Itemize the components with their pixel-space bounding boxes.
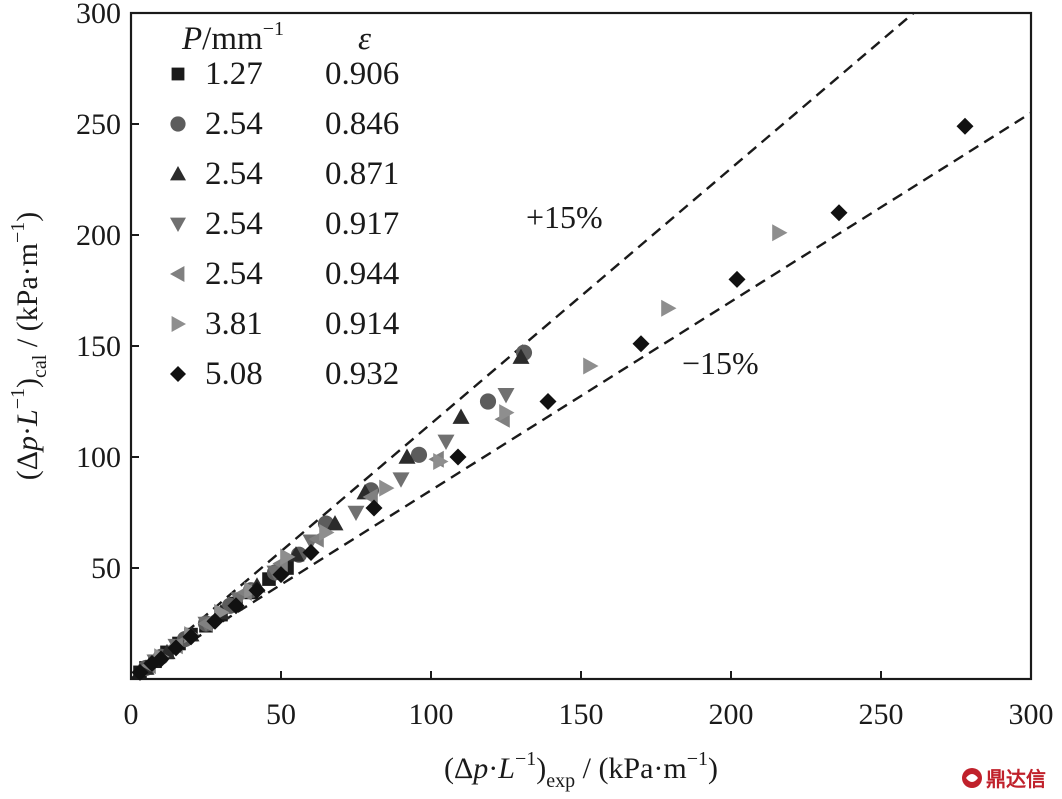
data-point-diamond bbox=[365, 499, 383, 517]
legend-p-value: 2.54 bbox=[205, 106, 263, 142]
data-points bbox=[131, 117, 974, 681]
data-point-triangle-right bbox=[499, 404, 515, 422]
legend-eps-value: 0.944 bbox=[325, 256, 399, 292]
data-point-diamond bbox=[539, 393, 557, 410]
watermark-text: 鼎达信 bbox=[986, 767, 1046, 791]
legend-header-eps: ε bbox=[358, 21, 371, 57]
data-point-triangle-up bbox=[452, 408, 470, 424]
y-axis-title: (Δp·L−1)cal / (kPa·m−1) bbox=[7, 212, 51, 481]
data-point-diamond bbox=[167, 639, 185, 657]
legend-marker-circle bbox=[170, 116, 186, 132]
data-point-triangle-up bbox=[512, 348, 530, 364]
y-tick-label: 250 bbox=[76, 108, 121, 141]
data-point-triangle-down bbox=[437, 434, 455, 450]
legend-p-value: 3.81 bbox=[205, 306, 263, 342]
legend-p-value: 2.54 bbox=[205, 206, 263, 242]
y-tick-label: 300 bbox=[76, 0, 121, 30]
x-axis-title: (Δp·L−1)exp / (kPa·m−1) bbox=[444, 748, 718, 792]
ref-label-minus15: −15% bbox=[682, 345, 759, 381]
data-point-diamond bbox=[830, 204, 848, 222]
legend-marker-triangle-up bbox=[170, 166, 186, 181]
data-point-diamond bbox=[449, 448, 467, 466]
legend-header-p: P/mm−1 bbox=[181, 18, 284, 57]
legend-marker-square bbox=[171, 67, 185, 81]
data-point-diamond bbox=[152, 650, 170, 668]
legend: P/mm−1 ε 1.27 0.906 2.54 0.846 2.54 0.871 2.54… bbox=[170, 18, 399, 392]
data-point-triangle-down bbox=[347, 505, 365, 521]
x-tick-label: 150 bbox=[559, 698, 604, 731]
y-tick-label: 150 bbox=[76, 330, 121, 363]
legend-marker-triangle-down bbox=[170, 217, 186, 232]
data-point-triangle-right bbox=[379, 479, 395, 497]
data-point-diamond bbox=[956, 117, 974, 135]
legend-eps-value: 0.914 bbox=[325, 306, 399, 342]
watermark-logo: 鼎达信 bbox=[962, 767, 1046, 791]
reference-line bbox=[131, 111, 1031, 679]
data-point-diamond bbox=[131, 663, 149, 681]
data-point-diamond bbox=[272, 566, 290, 584]
data-point-triangle-right bbox=[772, 224, 788, 242]
data-point-diamond bbox=[632, 335, 650, 353]
data-point-diamond bbox=[206, 612, 224, 630]
legend-eps-value: 0.846 bbox=[325, 106, 399, 142]
legend-marker-diamond bbox=[170, 366, 186, 382]
data-point-triangle-right bbox=[433, 452, 449, 470]
data-point-diamond bbox=[227, 597, 245, 615]
x-tick-label: 200 bbox=[709, 698, 754, 731]
data-point-triangle-right bbox=[319, 523, 335, 541]
legend-p-value: 2.54 bbox=[205, 156, 263, 192]
x-tick-label: 50 bbox=[266, 698, 296, 731]
ref-label-plus15: +15% bbox=[526, 199, 603, 235]
x-tick-label: 300 bbox=[1009, 698, 1054, 731]
data-point-triangle-up bbox=[326, 515, 344, 531]
y-tick-label: 100 bbox=[76, 441, 121, 474]
y-tick-label: 200 bbox=[76, 219, 121, 252]
legend-p-value: 1.27 bbox=[205, 56, 263, 92]
data-point-triangle-right bbox=[280, 548, 296, 566]
data-point-diamond bbox=[182, 628, 200, 646]
data-point-diamond bbox=[302, 543, 320, 561]
y-tick-label: 50 bbox=[91, 552, 121, 585]
reference-lines bbox=[131, 13, 1031, 679]
data-point-triangle-right bbox=[583, 357, 599, 375]
legend-marker-triangle-right bbox=[171, 316, 186, 332]
legend-marker-triangle-left bbox=[170, 266, 185, 282]
x-tick-label: 100 bbox=[409, 698, 454, 731]
data-point-circle bbox=[479, 393, 497, 410]
legend-eps-value: 0.932 bbox=[325, 356, 399, 392]
x-tick-label: 250 bbox=[859, 698, 904, 731]
data-point-triangle-right bbox=[661, 299, 677, 317]
x-tick-label: 0 bbox=[124, 698, 139, 731]
legend-p-value: 5.08 bbox=[205, 356, 263, 392]
legend-eps-value: 0.871 bbox=[325, 156, 399, 192]
legend-entries: 1.27 0.906 2.54 0.846 2.54 0.871 2.54 0.917 2.54… bbox=[170, 56, 399, 392]
data-point-triangle-up bbox=[398, 448, 416, 464]
data-point-diamond bbox=[728, 270, 746, 288]
data-point-diamond bbox=[248, 581, 266, 599]
data-point-triangle-down bbox=[497, 388, 515, 404]
legend-eps-value: 0.906 bbox=[325, 56, 399, 92]
data-point-triangle-down bbox=[392, 472, 410, 488]
data-point-circle bbox=[410, 446, 428, 463]
axis-ticks: 0 50 100 150 200 250 300 50 100 150 200 250 300 bbox=[76, 0, 1054, 731]
legend-eps-value: 0.917 bbox=[325, 206, 399, 242]
legend-p-value: 2.54 bbox=[205, 256, 263, 292]
